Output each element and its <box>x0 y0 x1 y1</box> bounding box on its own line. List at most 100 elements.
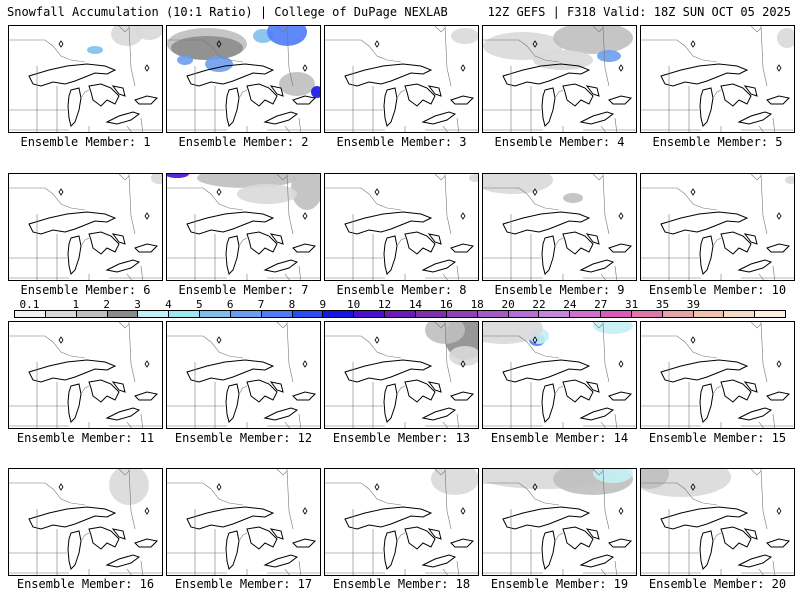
boundary-line <box>772 117 776 132</box>
member-map-svg <box>167 174 320 280</box>
ensemble-member-map <box>482 468 637 576</box>
lake-outline <box>134 391 159 401</box>
boundary-line <box>600 421 606 428</box>
lake-outline <box>111 233 126 245</box>
boundary-line <box>483 39 560 63</box>
member-map-svg <box>325 469 478 575</box>
lake-outline <box>660 63 749 87</box>
boundary-line <box>444 174 452 235</box>
lake-outline <box>737 259 773 273</box>
boundary-line <box>760 26 768 87</box>
boundary-line <box>80 89 90 99</box>
ensemble-member-label: Ensemble Member: 10 <box>648 283 787 297</box>
map-marker <box>58 336 64 344</box>
boundary-line <box>600 568 606 575</box>
map-marker <box>460 360 466 368</box>
boundary-line <box>284 568 290 575</box>
lake-outline <box>766 95 791 105</box>
lake-outline <box>608 243 633 253</box>
lake-outline <box>743 381 758 393</box>
member-map-svg <box>483 469 636 575</box>
lake-outline <box>88 379 120 403</box>
lake-outline <box>263 111 299 125</box>
map-marker <box>618 212 624 220</box>
boundary-line <box>641 39 718 63</box>
lake-outline <box>502 211 591 235</box>
boundary-line <box>140 117 144 132</box>
colorbar-tick-label: 10 <box>347 298 361 311</box>
colorbar-cell <box>662 311 694 317</box>
ensemble-member-label: Ensemble Member: 6 <box>20 283 151 297</box>
colorbar-tick-label: 31 <box>624 298 639 311</box>
lake-outline <box>404 526 436 550</box>
lake-outline <box>743 528 758 540</box>
colorbar-cell <box>292 311 324 317</box>
colorbar-cell <box>601 311 632 317</box>
boundary-line <box>167 482 244 506</box>
colorbar-tick-label: 35 <box>655 298 670 311</box>
lake-outline <box>383 530 398 570</box>
boundary-line <box>772 560 776 575</box>
map-marker <box>216 40 222 48</box>
boundary-line <box>9 335 86 359</box>
lake-outline <box>225 87 240 127</box>
map-marker <box>374 188 380 196</box>
lake-outline <box>541 87 556 127</box>
boundary-line <box>434 322 446 329</box>
lake-outline <box>292 391 317 401</box>
boundary-line <box>167 335 244 359</box>
ensemble-member-map <box>8 25 163 133</box>
ensemble-member-label: Ensemble Member: 8 <box>336 283 467 297</box>
map-marker <box>374 336 380 344</box>
lake-outline <box>292 243 317 253</box>
snowfall-area <box>167 174 189 178</box>
lake-outline <box>225 235 240 275</box>
lake-outline <box>421 259 457 273</box>
lake-outline <box>67 235 82 275</box>
ensemble-member-label: Ensemble Member: 2 <box>178 135 309 149</box>
map-marker <box>144 507 150 515</box>
lake-outline <box>720 231 752 255</box>
lake-outline <box>263 407 299 421</box>
boundary-line <box>118 469 130 476</box>
colorbar-tick-label: 6 <box>226 298 234 311</box>
lake-outline <box>699 235 714 275</box>
boundary-line <box>238 237 248 247</box>
lake-outline <box>562 379 594 403</box>
lake-outline <box>720 526 752 550</box>
lake-outline <box>699 87 714 127</box>
lake-outline <box>28 359 117 383</box>
lake-outline <box>421 407 457 421</box>
lake-outline <box>608 391 633 401</box>
boundary-line <box>325 39 402 63</box>
snowfall-area <box>785 176 794 184</box>
map-marker <box>216 188 222 196</box>
boundary-line <box>444 26 452 87</box>
boundary-line <box>554 385 564 395</box>
boundary-line <box>276 322 288 329</box>
boundary-line <box>9 39 86 63</box>
colorbar-tick-label: 20 <box>501 298 515 311</box>
colorbar-cell <box>354 311 386 317</box>
colorbar-tick-label: 7 <box>257 298 265 311</box>
member-map-svg <box>9 26 162 132</box>
colorbar-tick-label: 5 <box>195 298 203 311</box>
boundary-line <box>592 469 604 476</box>
ensemble-member-map <box>640 25 795 133</box>
member-map-svg <box>641 469 794 575</box>
colorbar-cell <box>477 311 509 317</box>
snowfall-area <box>267 26 307 46</box>
map-marker <box>460 507 466 515</box>
boundary-line <box>442 568 448 575</box>
boundary-line <box>298 117 302 132</box>
snowfall-area <box>109 469 149 505</box>
colorbar-cell <box>631 311 663 317</box>
boundary-line <box>641 187 718 211</box>
map-marker <box>776 64 782 72</box>
map-marker <box>618 360 624 368</box>
boundary-line <box>483 482 560 506</box>
ensemble-member-label: Ensemble Member: 15 <box>648 431 787 445</box>
boundary-line <box>80 237 90 247</box>
lake-outline <box>502 63 591 87</box>
boundary-line <box>592 322 604 329</box>
